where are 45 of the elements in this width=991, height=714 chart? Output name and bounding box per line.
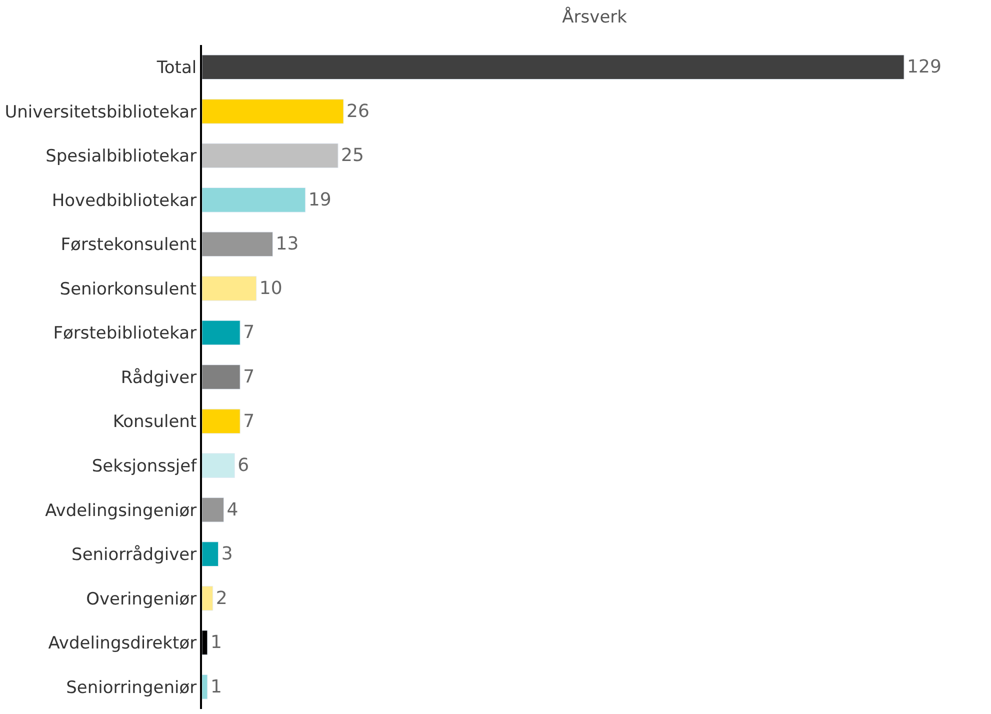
y-tick-label: Avdelingsingeniør bbox=[45, 500, 197, 521]
bar bbox=[202, 232, 273, 257]
y-tick-label: Seniorringeniør bbox=[66, 678, 197, 698]
y-tick-label: Avdelingsdirektør bbox=[48, 634, 197, 654]
data-label: 19 bbox=[308, 189, 332, 210]
bar bbox=[202, 674, 208, 700]
bar bbox=[202, 188, 306, 212]
bar bbox=[202, 98, 344, 124]
y-tick-label: Total bbox=[156, 58, 197, 78]
data-label: 129 bbox=[907, 56, 942, 78]
data-label: 4 bbox=[226, 499, 238, 520]
bar bbox=[202, 497, 224, 522]
data-label: 2 bbox=[216, 588, 228, 609]
y-tick-label: Seksjonssjef bbox=[92, 456, 198, 476]
data-label: 1 bbox=[210, 676, 222, 698]
data-label: 25 bbox=[341, 145, 364, 166]
data-label: 6 bbox=[238, 455, 250, 476]
y-tick-label: Konsulent bbox=[112, 412, 197, 432]
bar bbox=[202, 453, 235, 478]
chart-title: Årsverk bbox=[562, 6, 628, 28]
data-label: 7 bbox=[243, 410, 255, 432]
y-tick-label: Hovedbibliotekar bbox=[52, 190, 197, 211]
y-tick-label: Seniorrådgiver bbox=[72, 545, 197, 566]
y-tick-label: Førstekonsulent bbox=[60, 235, 197, 256]
y-tick-label: Overingeniør bbox=[86, 589, 197, 610]
bar bbox=[202, 143, 338, 168]
bar bbox=[202, 542, 219, 566]
y-tick-label: Spesialbibliotekar bbox=[46, 146, 197, 167]
bar bbox=[202, 364, 240, 390]
data-label: 1 bbox=[210, 632, 222, 654]
data-label: 13 bbox=[276, 234, 299, 255]
bar bbox=[202, 408, 240, 434]
bar bbox=[202, 586, 214, 611]
bar bbox=[202, 276, 257, 301]
data-label: 7 bbox=[243, 322, 255, 344]
data-label: 3 bbox=[221, 544, 233, 565]
y-tick-label: Førstebibliotekar bbox=[53, 324, 197, 344]
data-label: 26 bbox=[346, 100, 370, 122]
bar bbox=[202, 54, 904, 80]
y-tick-label: Universitetsbibliotekar bbox=[4, 102, 197, 122]
data-label: 7 bbox=[243, 366, 255, 388]
y-tick-label: Rådgiver bbox=[120, 368, 197, 388]
bar bbox=[202, 320, 240, 346]
data-label: 10 bbox=[259, 278, 282, 299]
y-tick-label: Seniorkonsulent bbox=[60, 279, 197, 300]
